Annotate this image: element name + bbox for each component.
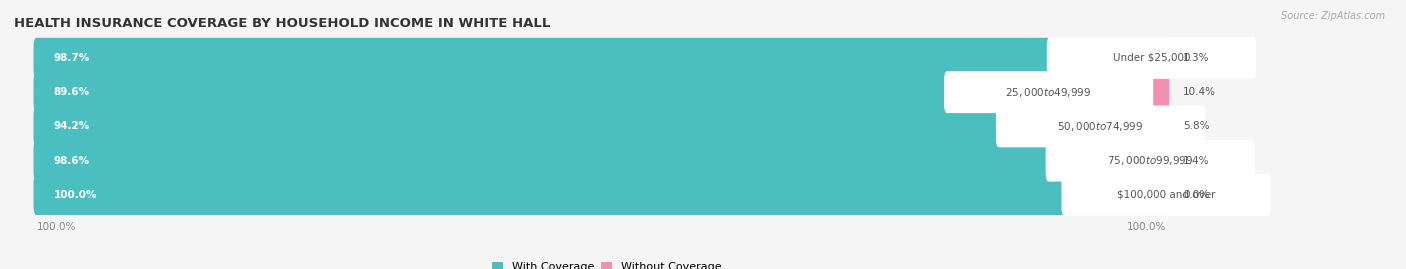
FancyBboxPatch shape bbox=[1046, 140, 1254, 182]
FancyBboxPatch shape bbox=[37, 182, 1166, 208]
Text: 100.0%: 100.0% bbox=[53, 190, 97, 200]
FancyBboxPatch shape bbox=[1147, 140, 1170, 181]
FancyBboxPatch shape bbox=[995, 105, 1205, 147]
Text: $50,000 to $74,999: $50,000 to $74,999 bbox=[1057, 120, 1143, 133]
Text: $25,000 to $49,999: $25,000 to $49,999 bbox=[1005, 86, 1091, 99]
Text: 98.6%: 98.6% bbox=[53, 156, 90, 166]
Text: $100,000 and over: $100,000 and over bbox=[1116, 190, 1215, 200]
Text: Under $25,000: Under $25,000 bbox=[1112, 53, 1189, 63]
FancyBboxPatch shape bbox=[34, 140, 1153, 181]
Text: 5.8%: 5.8% bbox=[1182, 121, 1209, 132]
FancyBboxPatch shape bbox=[34, 175, 1170, 215]
Text: HEALTH INSURANCE COVERAGE BY HOUSEHOLD INCOME IN WHITE HALL: HEALTH INSURANCE COVERAGE BY HOUSEHOLD I… bbox=[14, 17, 550, 30]
FancyBboxPatch shape bbox=[37, 113, 1166, 140]
FancyBboxPatch shape bbox=[1062, 174, 1271, 216]
Text: 89.6%: 89.6% bbox=[53, 87, 90, 97]
Text: 1.4%: 1.4% bbox=[1182, 156, 1209, 166]
Legend: With Coverage, Without Coverage: With Coverage, Without Coverage bbox=[488, 258, 724, 269]
FancyBboxPatch shape bbox=[34, 38, 1154, 78]
FancyBboxPatch shape bbox=[1098, 106, 1170, 147]
FancyBboxPatch shape bbox=[943, 71, 1153, 113]
FancyBboxPatch shape bbox=[1047, 37, 1256, 79]
FancyBboxPatch shape bbox=[1046, 72, 1170, 112]
Text: 10.4%: 10.4% bbox=[1182, 87, 1216, 97]
FancyBboxPatch shape bbox=[34, 72, 1052, 112]
FancyBboxPatch shape bbox=[34, 106, 1104, 147]
Text: 94.2%: 94.2% bbox=[53, 121, 90, 132]
Text: 100.0%: 100.0% bbox=[1126, 222, 1166, 232]
FancyBboxPatch shape bbox=[37, 45, 1166, 71]
Text: 0.0%: 0.0% bbox=[1182, 190, 1209, 200]
Text: Source: ZipAtlas.com: Source: ZipAtlas.com bbox=[1281, 11, 1385, 21]
FancyBboxPatch shape bbox=[37, 147, 1166, 174]
Text: 100.0%: 100.0% bbox=[37, 222, 76, 232]
Text: $75,000 to $99,999: $75,000 to $99,999 bbox=[1107, 154, 1194, 167]
FancyBboxPatch shape bbox=[1149, 38, 1170, 78]
Text: 1.3%: 1.3% bbox=[1182, 53, 1209, 63]
FancyBboxPatch shape bbox=[37, 79, 1166, 105]
Text: 98.7%: 98.7% bbox=[53, 53, 90, 63]
